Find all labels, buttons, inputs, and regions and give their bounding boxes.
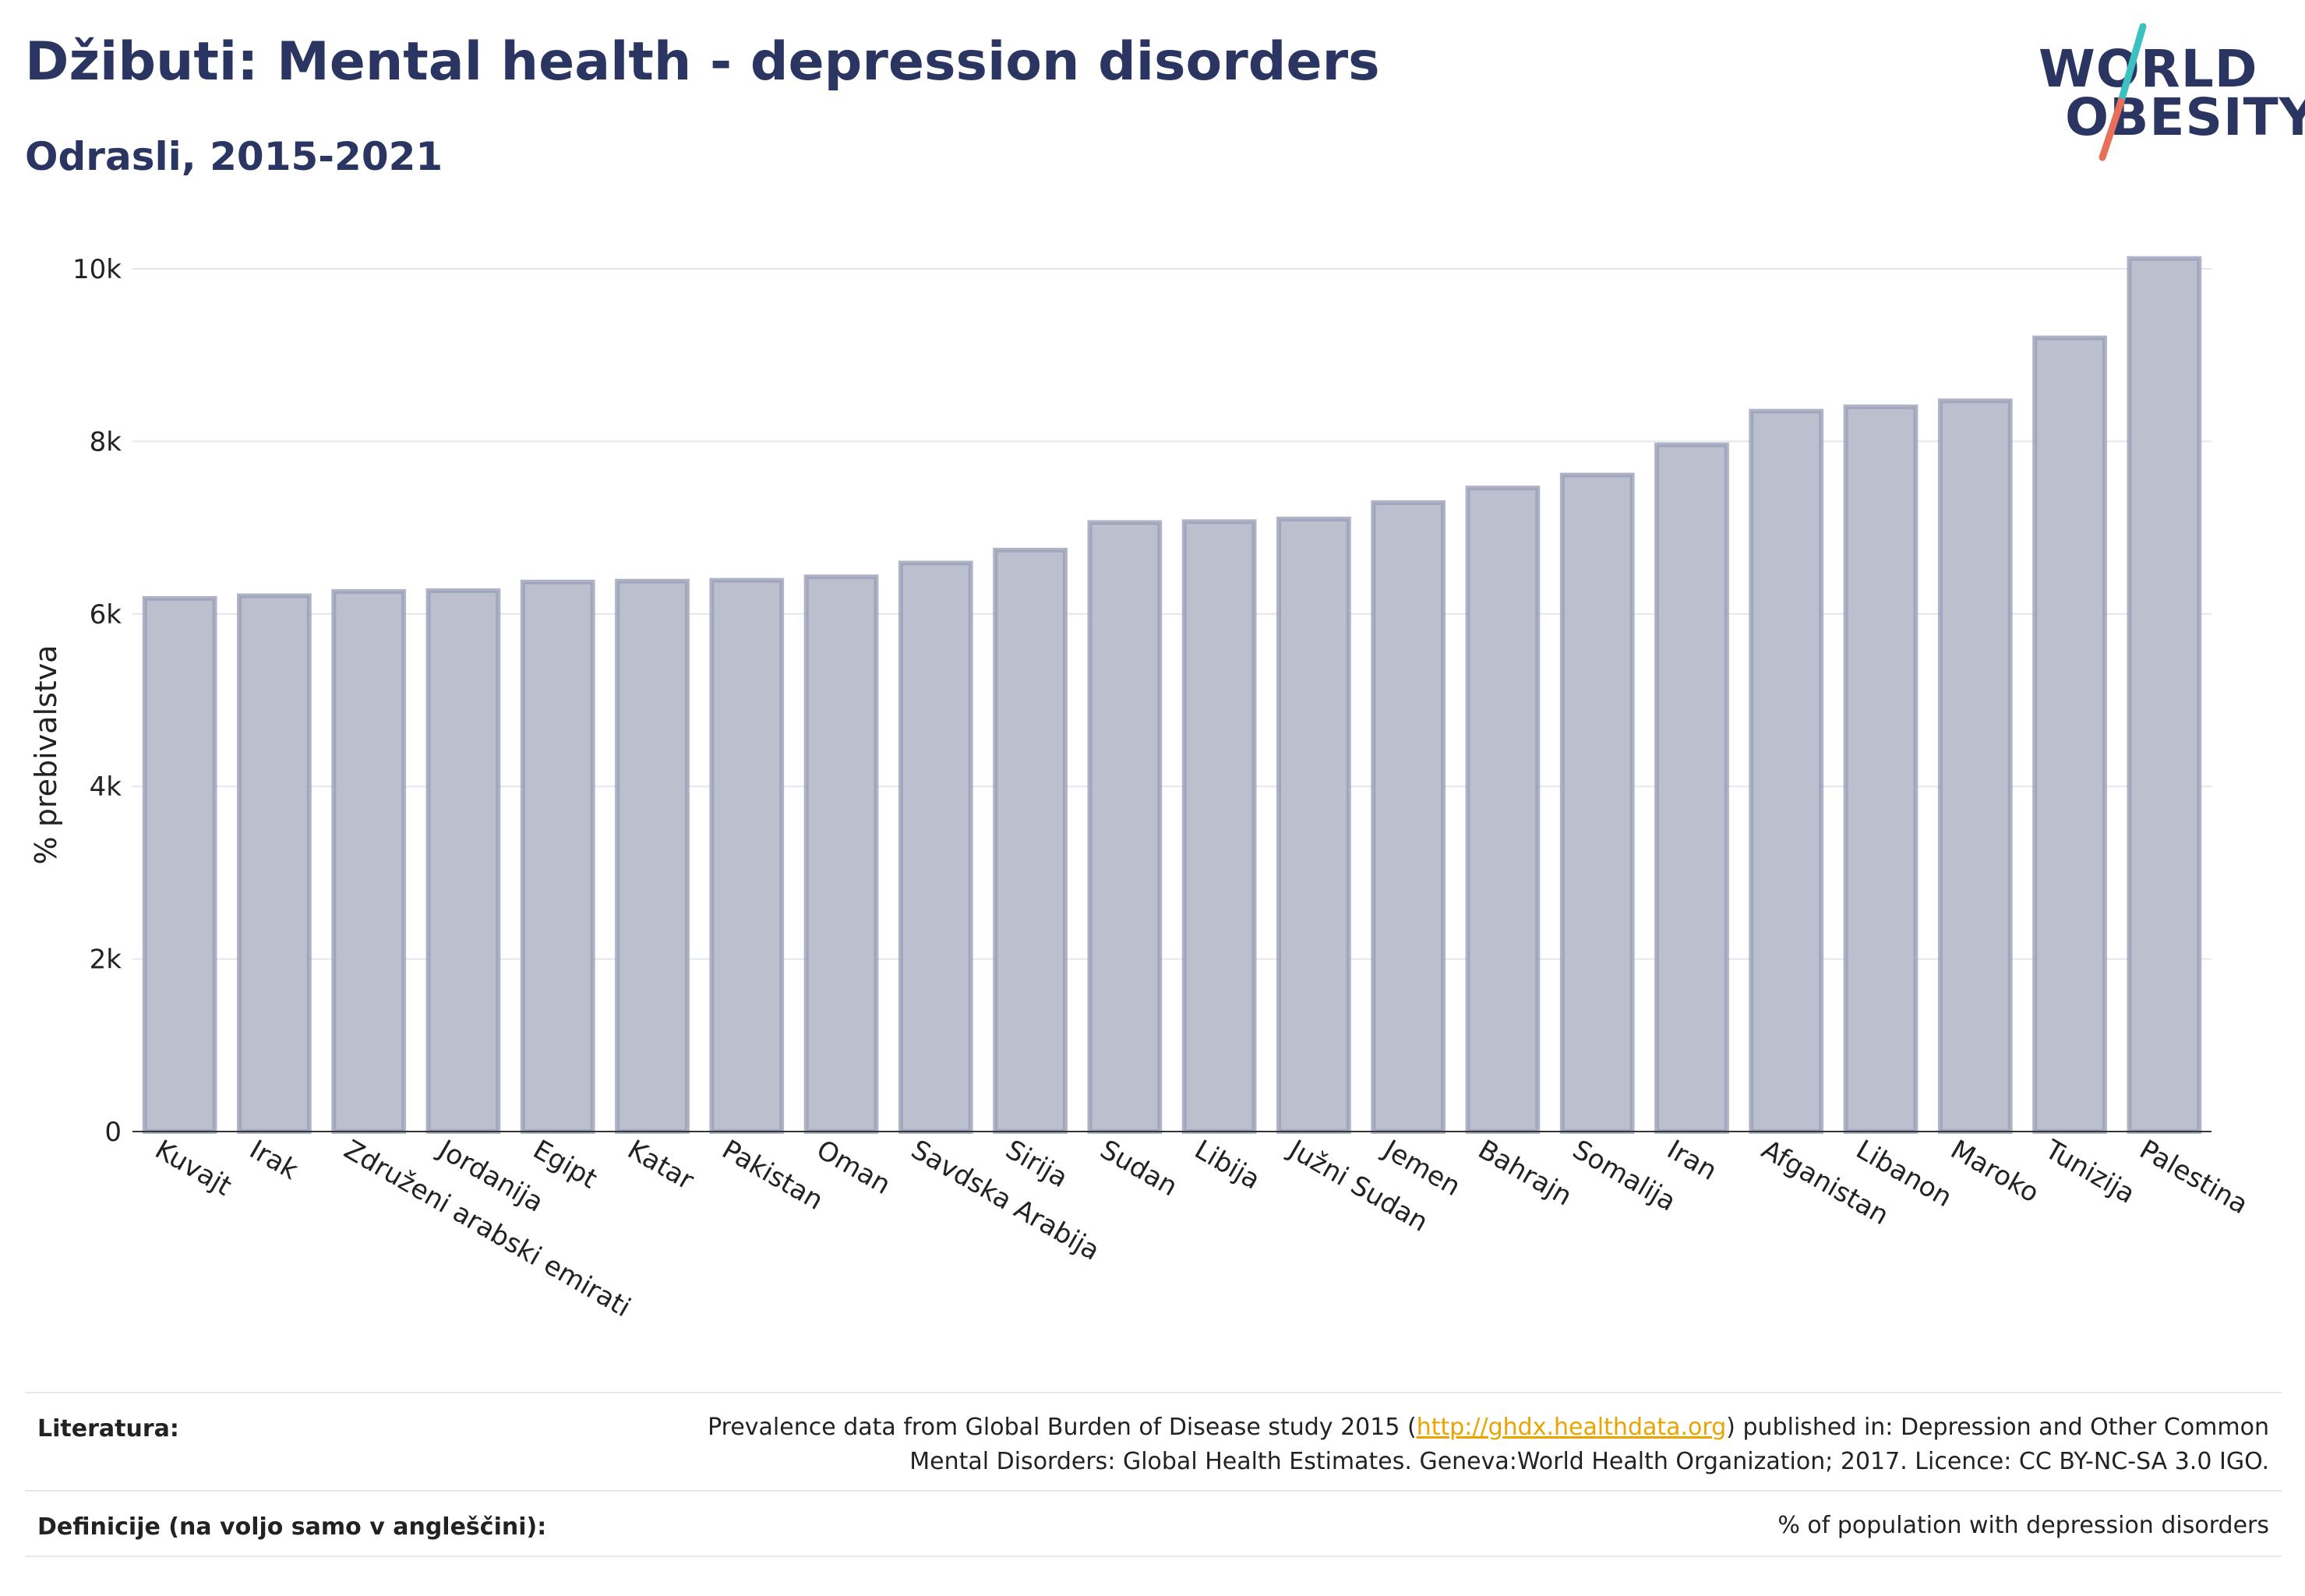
x-tick-label: Palestina [2134,1134,2254,1220]
footer-divider [25,1555,2282,1557]
x-tick-label: Irak [244,1134,303,1186]
footer-divider [25,1490,2282,1492]
literature-suffix: ) published in: Depression and Other Com… [1726,1414,2269,1441]
bar [898,560,973,1134]
bar [1843,404,1918,1134]
x-tick-label: Libija [1189,1134,1265,1195]
bar [1465,486,1541,1134]
bar [237,593,312,1134]
y-tick-label: 8k [90,426,122,457]
bar [709,577,785,1134]
definitions-text: % of population with depression disorder… [1777,1512,2269,1539]
y-tick-label: 0 [104,1117,122,1148]
bar [1181,519,1257,1134]
x-tick-label: Iran [1662,1134,1722,1187]
bar [803,574,879,1134]
chart-title: Džibuti: Mental health - depression diso… [25,31,1380,93]
definitions-label: Definicije (na voljo samo v angleščini): [37,1513,547,1541]
bar [1559,472,1635,1134]
bar [1654,442,1729,1134]
y-tick-label: 4k [90,772,122,803]
bar [1937,398,2013,1134]
bar [1087,520,1163,1134]
literature-link[interactable]: http://ghdx.healthdata.org [1416,1414,1727,1441]
bar [2127,256,2202,1135]
bar [1276,517,1351,1134]
y-axis-title: % prebivalstva [29,645,63,865]
bar [2032,335,2107,1134]
x-tick-label: Pakistan [717,1134,828,1216]
y-tick-label: 2k [90,945,122,976]
x-tick-label: Bahrajn [1473,1134,1577,1212]
logo-word-obesity: OBESITY [2065,87,2305,147]
y-tick-label: 6k [90,599,122,630]
literature-line2: Mental Disorders: Global Health Estimate… [909,1448,2269,1475]
x-tick-label: Somalija [1567,1134,1681,1217]
literature-prefix: Prevalence data from Global Burden of Di… [708,1414,1417,1441]
logo-slash-icon [2099,23,2147,161]
bar [142,595,217,1134]
footer-divider [25,1392,2282,1393]
y-tick-label: 10k [72,254,122,285]
bar [615,578,690,1134]
bar [425,588,501,1134]
x-tick-label: Tunizija [2039,1134,2141,1210]
logo-word-world: WORLD [2038,39,2258,99]
world-obesity-logo: WORLD OBESITY [2034,23,2305,164]
literature-text: Prevalence data from Global Burden of Di… [633,1411,2269,1479]
chart-subtitle: Odrasli, 2015-2021 [25,134,443,179]
bar [1749,408,1824,1134]
x-tick-label: Maroko [1945,1134,2044,1209]
literature-label: Literatura: [37,1415,179,1442]
bar [520,579,595,1134]
bar [1371,500,1446,1134]
bar [331,589,407,1134]
x-tick-label: Katar [623,1134,700,1196]
bar [993,547,1068,1134]
x-tick-label: Sudan [1095,1134,1183,1202]
x-tick-label: Kuvajt [150,1134,237,1202]
